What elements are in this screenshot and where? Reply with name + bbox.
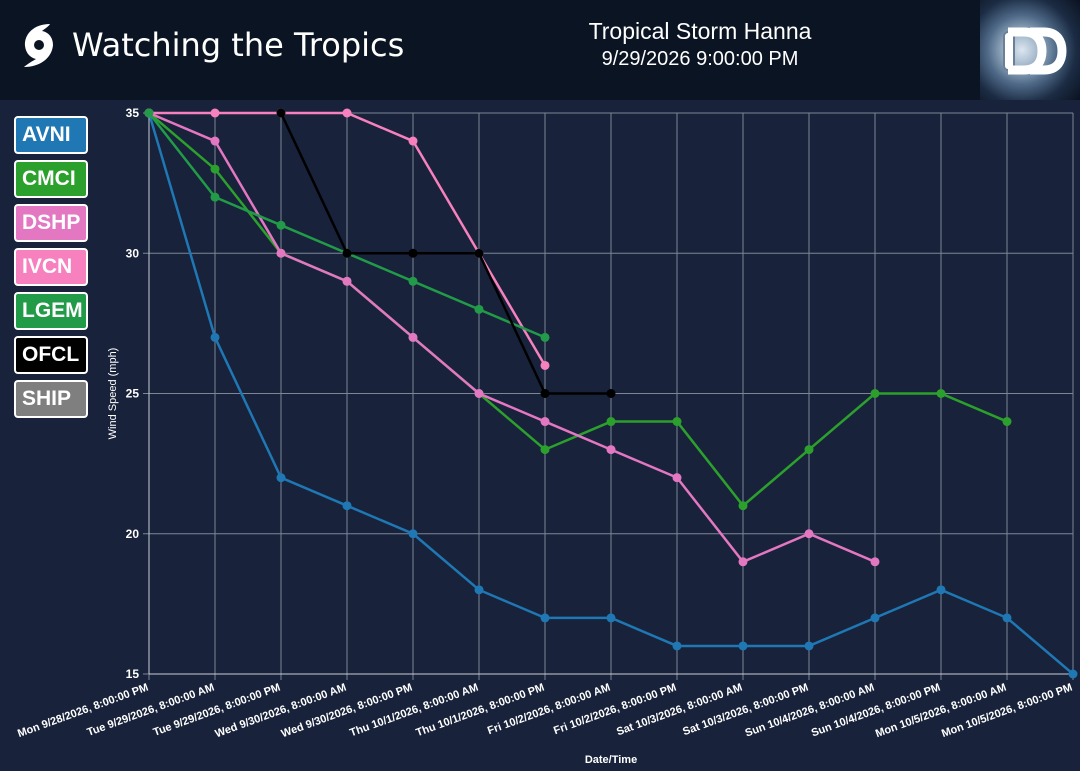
data-point-cmci[interactable] xyxy=(606,417,616,427)
data-point-avni[interactable] xyxy=(804,641,814,651)
data-point-ofcl[interactable] xyxy=(342,248,352,258)
y-axis-label: Wind Speed (mph) xyxy=(107,348,119,440)
data-point-dshp[interactable] xyxy=(210,136,220,146)
series-line-ofcl xyxy=(279,112,611,395)
logo xyxy=(980,0,1080,100)
legend-item-ivcn[interactable]: IVCN xyxy=(14,248,88,286)
legend-item-cmci[interactable]: CMCI xyxy=(14,160,88,198)
data-point-lgem[interactable] xyxy=(474,304,484,314)
data-point-dshp[interactable] xyxy=(672,473,682,483)
data-point-avni[interactable] xyxy=(936,585,946,595)
data-point-avni[interactable] xyxy=(540,613,550,623)
header-bar: Watching the Tropics Tropical Storm Hann… xyxy=(0,0,1080,100)
data-point-lgem[interactable] xyxy=(540,332,550,342)
series-ofcl xyxy=(276,108,616,398)
data-point-ofcl[interactable] xyxy=(474,248,484,258)
y-tick-label: 25 xyxy=(126,387,140,401)
series-avni xyxy=(144,108,1078,679)
data-point-avni[interactable] xyxy=(474,585,484,595)
x-axis-label: Date/Time xyxy=(585,754,637,766)
data-point-avni[interactable] xyxy=(672,641,682,651)
data-point-dshp[interactable] xyxy=(474,389,484,398)
data-point-dshp[interactable] xyxy=(342,276,352,286)
data-point-lgem[interactable] xyxy=(276,220,286,230)
data-point-avni[interactable] xyxy=(870,613,880,623)
data-point-cmci[interactable] xyxy=(738,501,748,511)
data-point-cmci[interactable] xyxy=(540,445,550,455)
data-point-dshp[interactable] xyxy=(276,248,286,258)
series-dshp xyxy=(144,108,880,567)
data-point-avni[interactable] xyxy=(1002,613,1012,623)
legend-item-avni[interactable]: AVNI xyxy=(14,116,88,154)
storm-info: Tropical Storm Hanna 9/29/2026 9:00:00 P… xyxy=(520,16,880,72)
data-point-ofcl[interactable] xyxy=(606,389,616,398)
data-point-dshp[interactable] xyxy=(870,557,880,567)
series-line-dshp xyxy=(148,111,876,564)
x-tick-label: Fri 10/2/2026, 8:00:00 AM xyxy=(486,682,612,738)
data-point-lgem[interactable] xyxy=(144,108,154,118)
data-point-avni[interactable] xyxy=(210,332,220,342)
chart: 15 20 25 30 35 Mon 9/28/2026, 8:00:00 PMTue … xyxy=(16,106,1078,766)
storm-name: Tropical Storm Hanna xyxy=(588,18,812,44)
data-point-ivcn[interactable] xyxy=(342,108,352,118)
data-point-lgem[interactable] xyxy=(408,276,418,286)
y-tick-label: 35 xyxy=(126,106,140,120)
app-title: Watching the Tropics xyxy=(72,26,405,64)
data-point-dshp[interactable] xyxy=(738,557,748,567)
y-tick-label: 20 xyxy=(126,527,140,541)
legend-item-ship[interactable]: SHIP xyxy=(14,380,88,418)
data-point-cmci[interactable] xyxy=(672,417,682,427)
x-tick-label: Sat 10/3/2026, 8:00:00 AM xyxy=(615,682,744,739)
hurricane-icon xyxy=(24,24,53,67)
data-point-avni[interactable] xyxy=(606,613,616,623)
brand: Watching the Tropics xyxy=(20,22,404,68)
data-point-cmci[interactable] xyxy=(936,389,946,398)
legend-item-lgem[interactable]: LGEM xyxy=(14,292,88,330)
data-point-avni[interactable] xyxy=(738,641,748,651)
data-point-dshp[interactable] xyxy=(804,529,814,539)
data-point-dshp[interactable] xyxy=(540,417,550,427)
data-point-avni[interactable] xyxy=(342,501,352,511)
data-point-avni[interactable] xyxy=(1068,669,1078,679)
legend-item-dshp[interactable]: DSHP xyxy=(14,204,88,242)
data-point-ivcn[interactable] xyxy=(540,360,550,370)
data-point-ofcl[interactable] xyxy=(408,248,418,258)
y-axis-ticks: 15 20 25 30 35 xyxy=(126,106,140,681)
data-point-ofcl[interactable] xyxy=(540,389,550,398)
data-point-cmci[interactable] xyxy=(804,445,814,455)
logo-mark-icon xyxy=(1003,27,1067,75)
data-point-cmci[interactable] xyxy=(1002,417,1012,427)
data-point-cmci[interactable] xyxy=(210,164,220,174)
data-point-dshp[interactable] xyxy=(408,332,418,342)
storm-time: 9/29/2026 9:00:00 PM xyxy=(601,48,799,70)
legend: AVNI CMCI DSHP IVCN LGEM OFCL SHIP xyxy=(14,116,88,424)
data-point-avni[interactable] xyxy=(276,473,286,483)
y-tick-label: 15 xyxy=(126,667,140,681)
chart-series xyxy=(144,108,1078,679)
data-point-ivcn[interactable] xyxy=(210,108,220,118)
legend-item-ofcl[interactable]: OFCL xyxy=(14,336,88,374)
data-point-dshp[interactable] xyxy=(606,445,616,455)
data-point-cmci[interactable] xyxy=(870,389,880,398)
data-point-ofcl[interactable] xyxy=(276,108,286,118)
series-line-cmci xyxy=(148,112,1008,508)
y-tick-label: 30 xyxy=(126,246,140,260)
data-point-ivcn[interactable] xyxy=(408,136,418,146)
series-cmci xyxy=(144,108,1012,511)
data-point-lgem[interactable] xyxy=(210,192,220,202)
data-point-avni[interactable] xyxy=(408,529,418,539)
